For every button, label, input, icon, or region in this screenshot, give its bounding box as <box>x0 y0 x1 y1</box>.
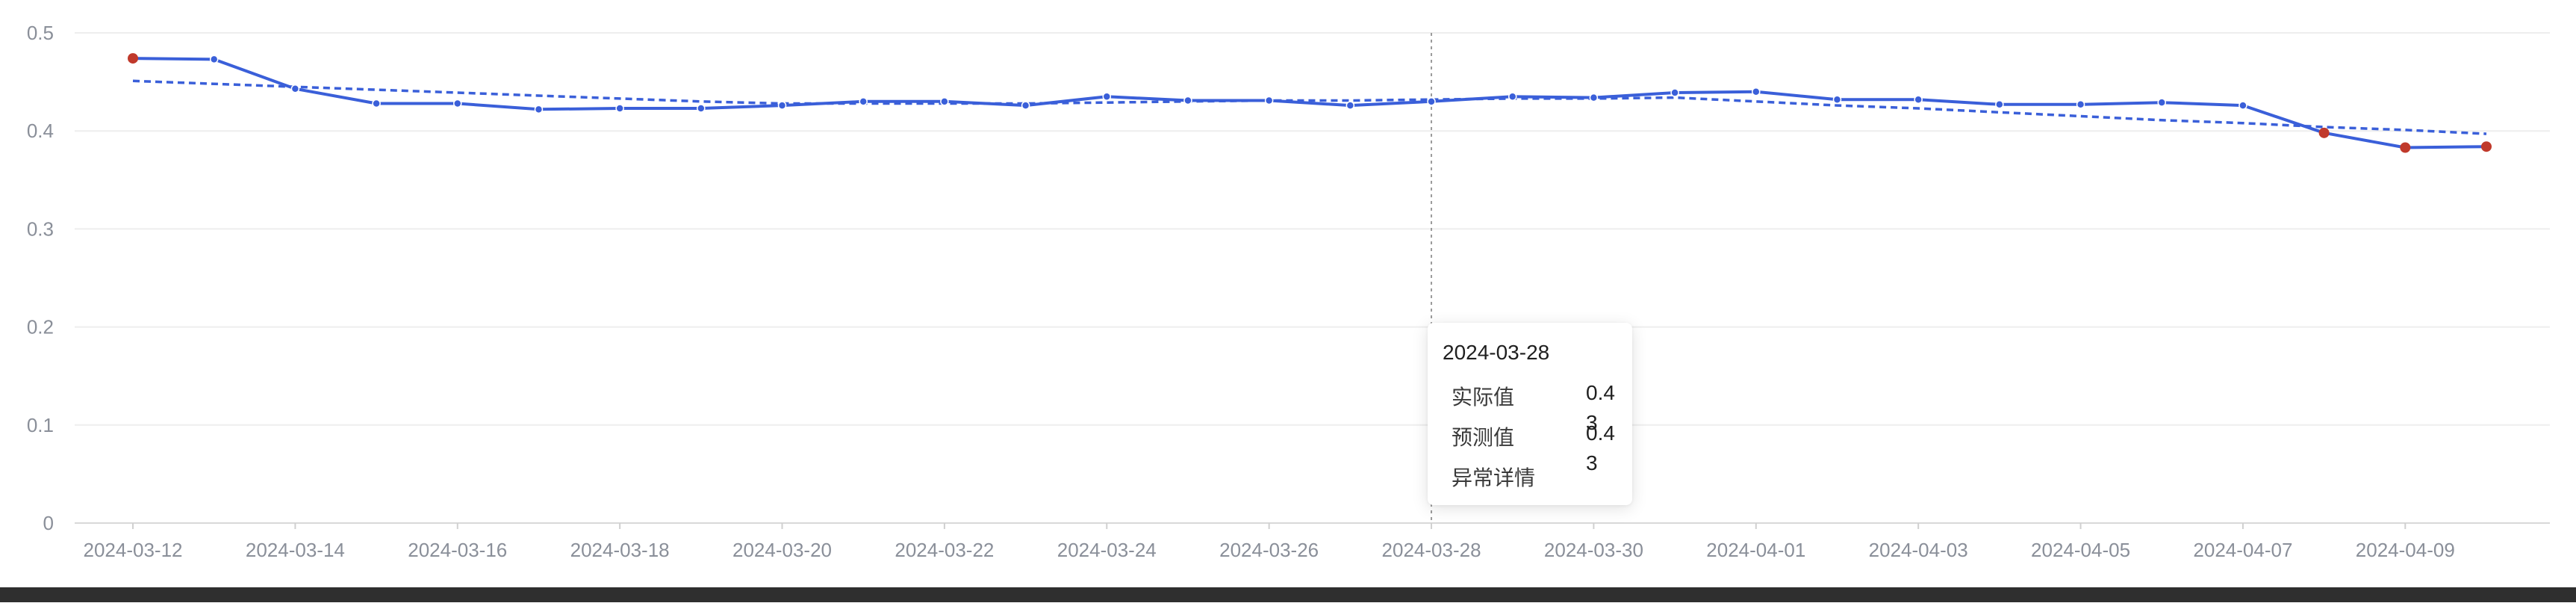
x-tick-label: 2024-03-22 <box>895 539 994 561</box>
data-point <box>209 55 219 64</box>
tooltip-label-anomaly: 异常详情 <box>1452 466 1536 489</box>
bottom-bar <box>0 587 2576 602</box>
chart-tooltip: 2024-03-28 实际值 0.43 预测值 0.43 异常详情 <box>1428 323 1632 505</box>
x-tick-label: 2024-03-18 <box>570 539 670 561</box>
predicted-series-line <box>132 79 2487 135</box>
x-tick-label: 2024-03-20 <box>732 539 832 561</box>
tooltip-date: 2024-03-28 <box>1443 341 1550 364</box>
actual-series-line <box>132 57 2487 149</box>
x-tick-label: 2024-04-05 <box>2031 539 2130 561</box>
data-point <box>2157 98 2166 107</box>
y-tick-label: 0.3 <box>27 217 54 240</box>
data-point <box>777 101 787 110</box>
data-point <box>1914 95 1923 104</box>
data-point <box>1183 96 1192 105</box>
data-point <box>534 105 544 114</box>
anomaly-point <box>2481 141 2492 152</box>
data-point <box>1589 93 1599 102</box>
data-point <box>372 99 381 108</box>
x-tick-label: 2024-03-14 <box>246 539 345 561</box>
data-point <box>1752 87 1761 96</box>
x-tick-label: 2024-04-01 <box>1706 539 1805 561</box>
data-point <box>1102 92 1112 102</box>
x-tick-label: 2024-03-30 <box>1544 539 1643 561</box>
anomaly-point <box>2400 142 2411 153</box>
data-point <box>1345 101 1355 110</box>
y-tick-label: 0.4 <box>27 120 54 142</box>
y-tick-label: 0.2 <box>27 316 54 338</box>
data-point <box>697 104 706 113</box>
anomaly-point <box>2318 127 2330 138</box>
tooltip-label-actual: 实际值 <box>1452 386 1515 409</box>
data-point <box>2076 100 2085 109</box>
x-tick-label: 2024-03-26 <box>1219 539 1319 561</box>
data-point <box>940 97 949 106</box>
data-point <box>859 97 868 106</box>
tooltip-label-predicted: 预测值 <box>1452 426 1515 449</box>
data-point <box>290 84 300 93</box>
y-tick-label: 0.1 <box>27 414 54 436</box>
y-tick-label: 0.5 <box>27 22 54 44</box>
data-point <box>2239 101 2247 110</box>
x-tick-label: 2024-04-03 <box>1869 539 1968 561</box>
x-tick-label: 2024-03-12 <box>84 539 183 561</box>
x-tick-label: 2024-03-24 <box>1057 539 1157 561</box>
x-tick-label: 2024-03-28 <box>1382 539 1481 561</box>
data-point <box>1427 97 1436 106</box>
anomaly-point <box>128 53 138 64</box>
tooltip-value-actual: 0.43 <box>1586 381 1615 434</box>
y-tick-label: 0 <box>43 512 54 534</box>
data-point <box>453 99 462 108</box>
data-point <box>1021 101 1030 110</box>
data-point <box>1508 92 1517 102</box>
data-point <box>1995 100 2004 109</box>
data-point <box>615 104 624 113</box>
x-tick-label: 2024-04-09 <box>2356 539 2455 561</box>
x-tick-label: 2024-04-07 <box>2193 539 2292 561</box>
tooltip-value-predicted: 0.43 <box>1586 421 1615 474</box>
x-tick-label: 2024-03-16 <box>408 539 507 561</box>
data-point <box>1264 96 1274 105</box>
data-point <box>1832 95 1842 104</box>
data-point <box>1670 88 1679 97</box>
